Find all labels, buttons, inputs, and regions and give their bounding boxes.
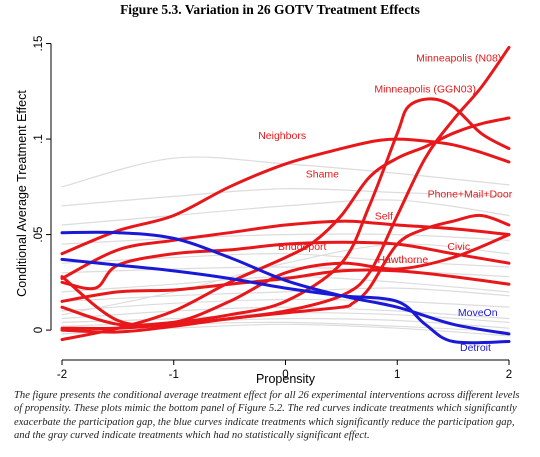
x-tick-label: 1: [394, 369, 400, 381]
self-series-line: [60, 219, 511, 280]
not-significant-series-line-10: [61, 306, 510, 320]
minneapolis-ggn03-label: Minneapolis (GGN03): [374, 83, 476, 95]
self-label: Self: [375, 210, 393, 222]
not-significant-series-line-15: [61, 243, 510, 316]
significant-series-group: [60, 45, 511, 345]
y-axis-ticks: 0 .05 .1 .15: [33, 36, 51, 333]
not-significant-series-line-7: [61, 275, 510, 293]
shame-series-line: [60, 116, 511, 342]
figure-title: Figure 5.3. Variation in 26 GOTV Treatme…: [120, 2, 420, 17]
x-axis-label: Propensity: [256, 372, 316, 386]
not-significant-series-line-1: [61, 156, 510, 188]
bridgeport-label: Bridgeport: [278, 241, 327, 253]
phone-mail-door-series-line: [60, 213, 511, 334]
y-tick-label: .15: [33, 36, 45, 52]
series-labels: Minneapolis (N08) Minneapolis (GGN03) Neig…: [258, 53, 512, 354]
axes: -2 -1 0 1 2 0 .05 .1 .15: [33, 36, 512, 381]
moveon-label: MoveOn: [458, 307, 498, 319]
figure-caption: The figure presents the conditional aver…: [14, 390, 520, 442]
not-significant-series-line-4: [61, 233, 510, 245]
minneapolis-n08-label: Minneapolis (N08): [416, 53, 501, 65]
bridgeport-series-line: [60, 240, 511, 291]
not-significant-series-line-3: [61, 199, 510, 226]
x-tick-label: 2: [506, 369, 512, 381]
not-significant-series-line-9: [61, 298, 510, 312]
detroit-label: Detroit: [460, 342, 491, 354]
civic-label: Civic: [447, 241, 470, 253]
hawthorne-label: Hawthorne: [377, 254, 428, 266]
moveon-series-line: [60, 230, 511, 336]
neighbors-label: Neighbors: [258, 130, 306, 142]
detroit-series-line: [60, 257, 511, 345]
chart: -2 -1 0 1 2 0 .05 .1 .15 Propensity Conditional…: [15, 36, 513, 386]
shame-label: Shame: [306, 168, 339, 180]
y-tick-label: 0: [33, 327, 45, 333]
not-significant-series-line-2: [61, 188, 510, 207]
x-axis-ticks: -2 -1 0 1 2: [57, 360, 512, 381]
hawthorne-series-line: [60, 268, 511, 303]
y-tick-label: .1: [33, 134, 45, 144]
x-tick-label: 0: [282, 369, 288, 381]
neighbors-series-line: [60, 137, 511, 256]
x-tick-label: -1: [169, 369, 179, 381]
phone-mail-door-label: Phone+Mail+Door: [428, 188, 513, 200]
y-axis-label: Conditional Average Treatment Effect: [15, 90, 29, 297]
civic-series-line: [60, 233, 511, 328]
not-significant-series-line-6: [61, 266, 510, 278]
y-tick-label: .05: [33, 227, 45, 243]
minneapolis-n08-series-line: [60, 45, 511, 330]
not-significant-series-line-8: [61, 287, 510, 302]
x-tick-label: -2: [57, 369, 67, 381]
